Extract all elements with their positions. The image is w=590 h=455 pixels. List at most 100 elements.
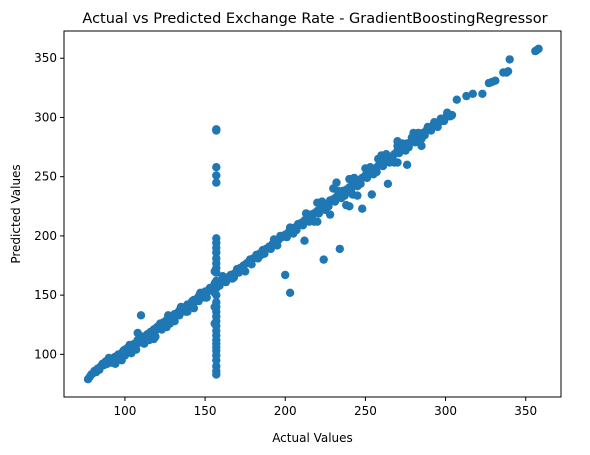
data-point	[332, 178, 341, 187]
data-point	[212, 370, 221, 379]
data-point	[423, 122, 433, 132]
data-point	[188, 296, 197, 306]
data-point	[345, 202, 354, 211]
data-point	[324, 202, 333, 211]
ticks-layer: 100 150 200 250 300 350 100 150 200 250 300 350	[34, 51, 537, 418]
data-point	[104, 353, 114, 363]
data-point	[491, 76, 500, 85]
data-point	[382, 150, 391, 159]
data-point	[138, 332, 147, 341]
data-point	[117, 356, 126, 365]
data-point	[212, 178, 221, 187]
data-point	[414, 128, 423, 138]
data-point	[350, 173, 359, 183]
data-point	[269, 235, 279, 244]
axes-frame	[63, 30, 562, 398]
data-point	[468, 89, 477, 99]
data-point	[325, 210, 335, 219]
data-point	[111, 359, 120, 368]
data-point	[194, 296, 203, 306]
data-point	[276, 231, 285, 241]
data-point	[356, 179, 365, 188]
data-point	[374, 154, 383, 164]
data-point	[335, 244, 344, 254]
data-point	[420, 131, 429, 140]
data-point	[346, 186, 356, 196]
y-tick-label: 300	[34, 110, 57, 124]
data-point	[228, 274, 237, 283]
data-point	[164, 311, 173, 320]
x-tick-label: 200	[274, 404, 297, 418]
x-tick-label: 350	[514, 404, 537, 418]
data-point	[241, 267, 250, 276]
data-point	[358, 204, 367, 213]
data-point	[505, 55, 514, 64]
data-point	[221, 277, 231, 287]
data-point	[314, 209, 324, 218]
data-point	[260, 249, 269, 258]
data-point	[317, 197, 327, 206]
data-point	[189, 304, 199, 313]
data-point	[215, 281, 224, 290]
data-point	[300, 236, 309, 245]
data-point	[394, 148, 404, 158]
data-point	[402, 160, 412, 169]
data-point	[367, 190, 376, 199]
data-point	[430, 118, 439, 127]
data-point	[212, 356, 221, 365]
data-point	[247, 260, 256, 269]
data-point	[308, 215, 317, 224]
data-point	[503, 67, 513, 76]
data-point	[212, 248, 221, 257]
data-point	[330, 197, 340, 206]
y-tick-label: 100	[34, 347, 57, 361]
data-point	[281, 270, 290, 280]
data-point	[210, 319, 219, 328]
data-point	[436, 114, 445, 123]
data-point	[285, 288, 295, 297]
y-tick-label: 350	[34, 51, 57, 65]
y-tick-label: 200	[34, 229, 57, 243]
data-point	[383, 179, 393, 188]
data-point	[407, 133, 417, 142]
chart-title: Actual vs Predicted Exchange Rate - Grad…	[82, 11, 547, 27]
data-point	[282, 232, 291, 242]
data-point	[388, 155, 397, 165]
data-point	[340, 191, 349, 200]
data-point	[253, 254, 263, 263]
data-point	[266, 244, 275, 254]
data-point	[208, 282, 218, 291]
data-point	[417, 141, 426, 151]
data-point	[452, 95, 461, 104]
data-point	[210, 302, 219, 312]
data-point	[202, 293, 211, 302]
data-point	[404, 142, 413, 152]
points-layer	[83, 44, 543, 384]
data-point	[366, 163, 375, 172]
x-tick-label: 250	[354, 404, 377, 418]
data-point	[144, 335, 154, 345]
data-point	[125, 340, 134, 350]
data-point	[398, 139, 407, 148]
data-point	[210, 267, 219, 276]
x-axis-label: Actual Values	[272, 431, 353, 445]
data-point	[462, 91, 471, 101]
data-point	[372, 167, 381, 177]
data-point	[478, 89, 487, 99]
x-tick-label: 150	[194, 404, 217, 418]
data-point	[170, 317, 179, 326]
data-point	[298, 221, 308, 230]
data-point	[157, 325, 166, 334]
y-axis-label: Predicted Values	[9, 164, 23, 263]
data-point	[175, 311, 184, 320]
data-point	[136, 311, 146, 320]
data-point	[285, 223, 295, 232]
data-point	[151, 332, 160, 341]
x-tick-label: 100	[113, 404, 136, 418]
data-point	[362, 173, 372, 183]
data-point	[234, 268, 243, 277]
data-point	[292, 225, 301, 235]
y-tick-label: 150	[34, 288, 57, 302]
data-point	[131, 345, 141, 354]
